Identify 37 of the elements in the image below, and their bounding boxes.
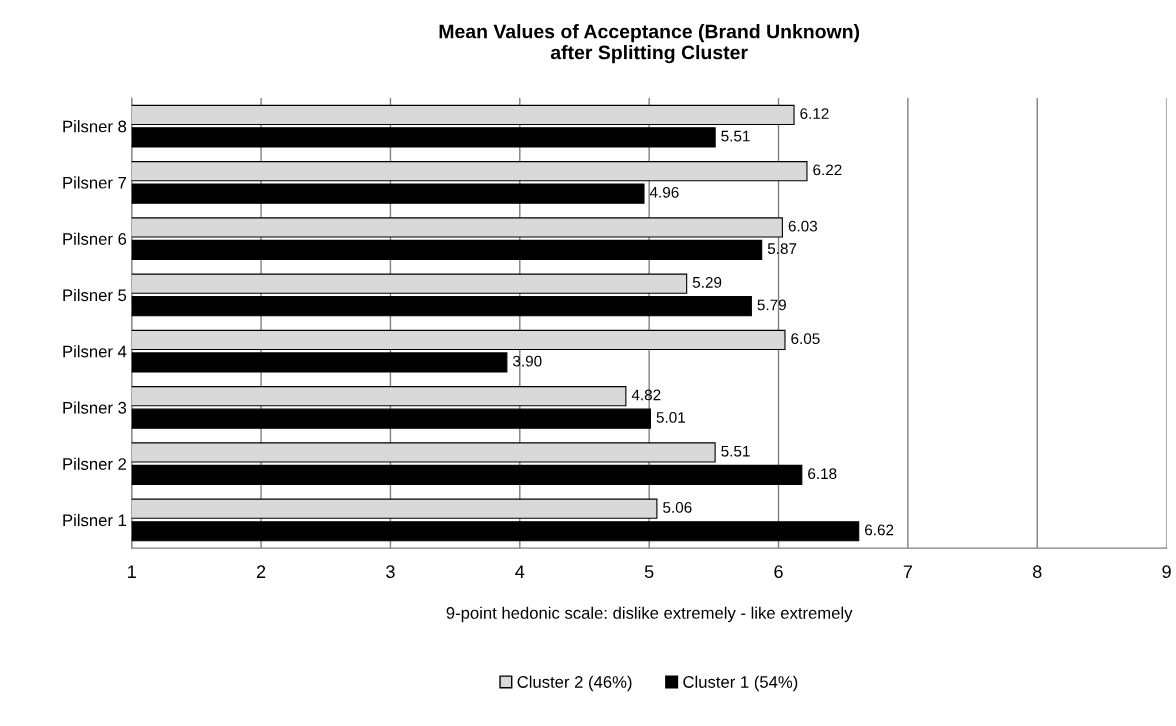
text: 6.18 — [808, 468, 837, 480]
x-tick-label: 3 — [386, 565, 395, 579]
y-tick-label: Pilsner 7 — [63, 176, 127, 189]
y-tick-label: Pilsner 3 — [63, 401, 127, 414]
text: 3.90 — [512, 355, 542, 367]
x-tick-label: 5 — [644, 565, 654, 579]
x-tick-label: 6 — [774, 565, 783, 579]
text: 5.87 — [767, 243, 797, 255]
x-tick-label: 1 — [128, 565, 136, 578]
x-tick-label: 7 — [903, 565, 912, 578]
text: 4.82 — [631, 389, 661, 401]
y-tick-label: Pilsner 6 — [63, 232, 127, 245]
text: 6.12 — [800, 108, 829, 119]
text: 6.05 — [791, 333, 820, 345]
text: 5.29 — [692, 276, 722, 288]
y-tick-label: Pilsner 5 — [63, 288, 127, 302]
text: 5.06 — [663, 502, 692, 513]
x-tick-label: 8 — [1033, 565, 1042, 579]
text: 5.51 — [721, 130, 750, 142]
x-tick-label: 4 — [515, 565, 525, 578]
x-axis-title: 9-point hedonic scale: dislike extremely - like extremely — [446, 606, 853, 623]
x-tick-label: 2 — [256, 565, 266, 578]
text: 6.22 — [813, 164, 842, 176]
text: 5.51 — [721, 445, 750, 457]
x-tick-label: 9 — [1162, 565, 1171, 579]
y-tick-label: Pilsner 1 — [63, 513, 127, 527]
legend-label: Cluster 1 (54%) — [683, 675, 798, 692]
text: 5.01 — [656, 412, 685, 423]
chart-title: Mean Values of Acceptance (Brand Unknown) after Splitting Cluster — [439, 24, 860, 64]
text: 4.96 — [649, 186, 679, 198]
legend-label: Cluster 2 (46%) — [517, 675, 632, 692]
text: 6.03 — [788, 220, 818, 232]
text: 6.62 — [865, 524, 894, 536]
y-tick-label: Pilsner 8 — [63, 120, 127, 133]
y-tick-label: Pilsner 2 — [63, 457, 127, 470]
y-tick-label: Pilsner 4 — [63, 345, 127, 358]
text: 5.79 — [757, 299, 786, 311]
